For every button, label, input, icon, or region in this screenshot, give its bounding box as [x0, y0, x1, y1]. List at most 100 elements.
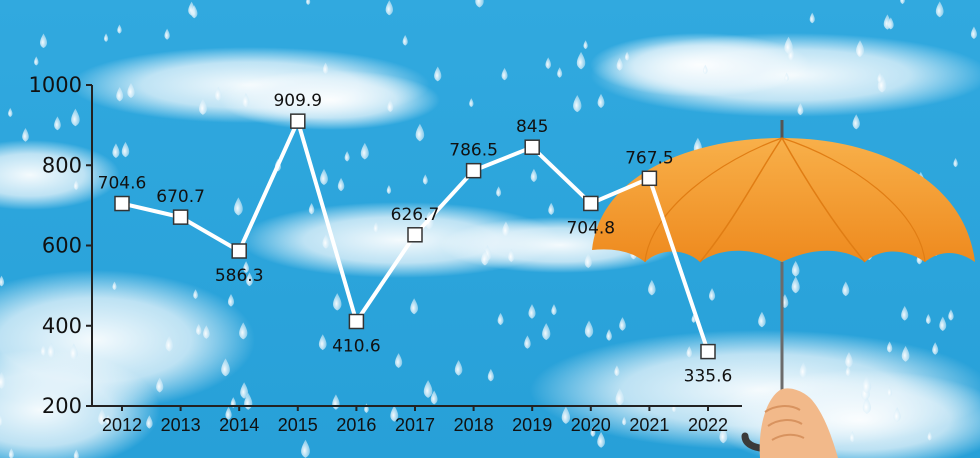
raindrop: [508, 248, 515, 262]
raindrop: [104, 33, 109, 42]
raindrop: [791, 260, 800, 277]
raindrop: [935, 1, 944, 18]
raindrop: [146, 415, 153, 429]
raindrop: [809, 12, 815, 24]
raindrop: [784, 36, 793, 55]
data-point: [290, 113, 306, 129]
x-tick-label: 2016: [336, 415, 376, 435]
raindrop: [242, 92, 250, 108]
x-axis-ticks: 2012 2013 2014 2015 2016 2017 2018 2019 2020 2021…: [102, 406, 728, 435]
data-label: 704.8: [566, 218, 615, 238]
raindrop: [243, 261, 249, 274]
raindrop: [614, 365, 620, 377]
raindrop: [394, 353, 403, 369]
raindrop: [199, 98, 207, 115]
raindrop: [524, 335, 531, 349]
x-tick-label: 2018: [454, 415, 494, 435]
x-tick-label: 2014: [219, 415, 259, 435]
raindrop: [71, 108, 80, 127]
raindrop: [98, 408, 106, 426]
raindrop: [344, 151, 350, 162]
raindrop: [619, 317, 626, 331]
raindrop: [434, 66, 442, 82]
raindrop: [597, 93, 605, 109]
raindrop: [597, 431, 605, 448]
data-point: [172, 209, 189, 225]
raindrop: [234, 197, 243, 216]
raindrop: [320, 168, 328, 186]
raindrop: [69, 343, 78, 360]
raindrop: [188, 1, 196, 16]
x-tick-label: 2012: [102, 415, 142, 435]
raindrop: [501, 67, 508, 81]
raindrop: [454, 360, 463, 376]
raindrop: [164, 28, 170, 40]
raindrop: [105, 414, 111, 425]
x-tick-label: 2020: [571, 415, 611, 435]
raindrop: [561, 406, 571, 424]
data-label: 410.6: [332, 336, 381, 356]
raindrop: [852, 114, 860, 130]
raindrop: [784, 72, 789, 82]
raindrop: [116, 87, 124, 102]
raindrop: [970, 26, 977, 39]
raindrop: [487, 368, 494, 382]
raindrop: [573, 94, 582, 113]
data-label: 786.5: [449, 141, 498, 161]
raindrop: [203, 325, 210, 339]
raindrop: [39, 33, 48, 49]
raindrop: [791, 276, 800, 294]
raindrop: [469, 98, 474, 108]
data-point: [583, 195, 599, 212]
raindrop: [73, 179, 79, 190]
y-tick-label: 800: [42, 153, 82, 177]
raindrop: [240, 382, 249, 399]
y-tick-label: 200: [42, 394, 82, 418]
data-label: 335.6: [684, 367, 733, 387]
raindrop: [121, 141, 130, 158]
raindrop: [530, 168, 538, 182]
raindrop: [246, 272, 253, 287]
x-tick-label: 2017: [395, 415, 435, 435]
raindrop: [360, 142, 369, 160]
raindrop: [475, 0, 484, 8]
x-tick-label: 2015: [278, 415, 318, 435]
raindrop: [845, 352, 853, 368]
raindrop: [545, 57, 552, 69]
raindrop: [0, 414, 3, 426]
y-tick-label: 600: [42, 234, 82, 258]
data-label: 767.5: [625, 148, 674, 168]
raindrop: [584, 320, 594, 338]
raindrop: [390, 405, 399, 422]
raindrop: [423, 380, 433, 398]
raindrop: [542, 323, 551, 341]
raindrop: [117, 24, 122, 34]
raindrop: [410, 298, 419, 315]
raindrop: [927, 431, 932, 441]
raindrop: [239, 322, 248, 340]
raindrop: [624, 51, 630, 61]
raindrop: [333, 293, 342, 311]
raindrop: [225, 406, 232, 420]
raindrop: [8, 448, 14, 458]
raindrop: [502, 221, 510, 237]
raindrop: [193, 289, 198, 299]
raindrop: [901, 305, 909, 321]
raindrop: [583, 40, 588, 50]
raindrop: [584, 253, 592, 268]
data-label: 909.9: [273, 91, 322, 111]
raindrop: [318, 334, 327, 351]
raindrop: [708, 288, 716, 301]
x-tick-label: 2021: [629, 415, 669, 435]
y-tick-label: 400: [42, 314, 82, 338]
raindrop: [337, 177, 345, 192]
raindrop: [497, 312, 504, 326]
raindrop: [615, 388, 624, 406]
raindrop: [616, 57, 623, 71]
raindrop: [112, 281, 117, 291]
raindrop: [799, 362, 808, 379]
raindrop: [373, 221, 379, 233]
raindrop: [387, 99, 394, 112]
